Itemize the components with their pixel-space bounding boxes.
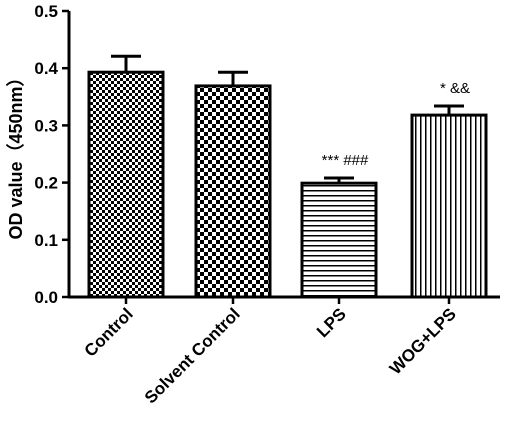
error-bars-group	[111, 54, 464, 184]
bar	[87, 70, 165, 299]
y-tick-label: 0.4	[34, 59, 58, 78]
y-axis-title: OD value（450nm）	[6, 68, 26, 239]
significance-annotation: *** ###	[322, 152, 369, 169]
x-category-label: LPS	[313, 304, 350, 341]
category-labels-group: Control Solvent Control LPS WOG+LPS	[81, 304, 460, 407]
bar	[194, 84, 272, 299]
bar	[410, 113, 488, 299]
y-tick-label: 0.1	[34, 231, 58, 250]
annotations-group: *** ### * &&	[322, 80, 470, 169]
bar	[300, 181, 378, 299]
x-category-label: WOG+LPS	[386, 304, 460, 378]
x-category-label: Control	[81, 304, 137, 360]
y-tick-label: 0.0	[34, 288, 58, 307]
y-tick-label: 0.2	[34, 174, 58, 193]
y-tick-label: 0.3	[34, 116, 58, 135]
y-tick-label: 0.5	[34, 2, 58, 21]
significance-annotation: * &&	[440, 80, 470, 97]
x-category-label: Solvent Control	[141, 304, 244, 407]
bars-group	[87, 70, 488, 299]
